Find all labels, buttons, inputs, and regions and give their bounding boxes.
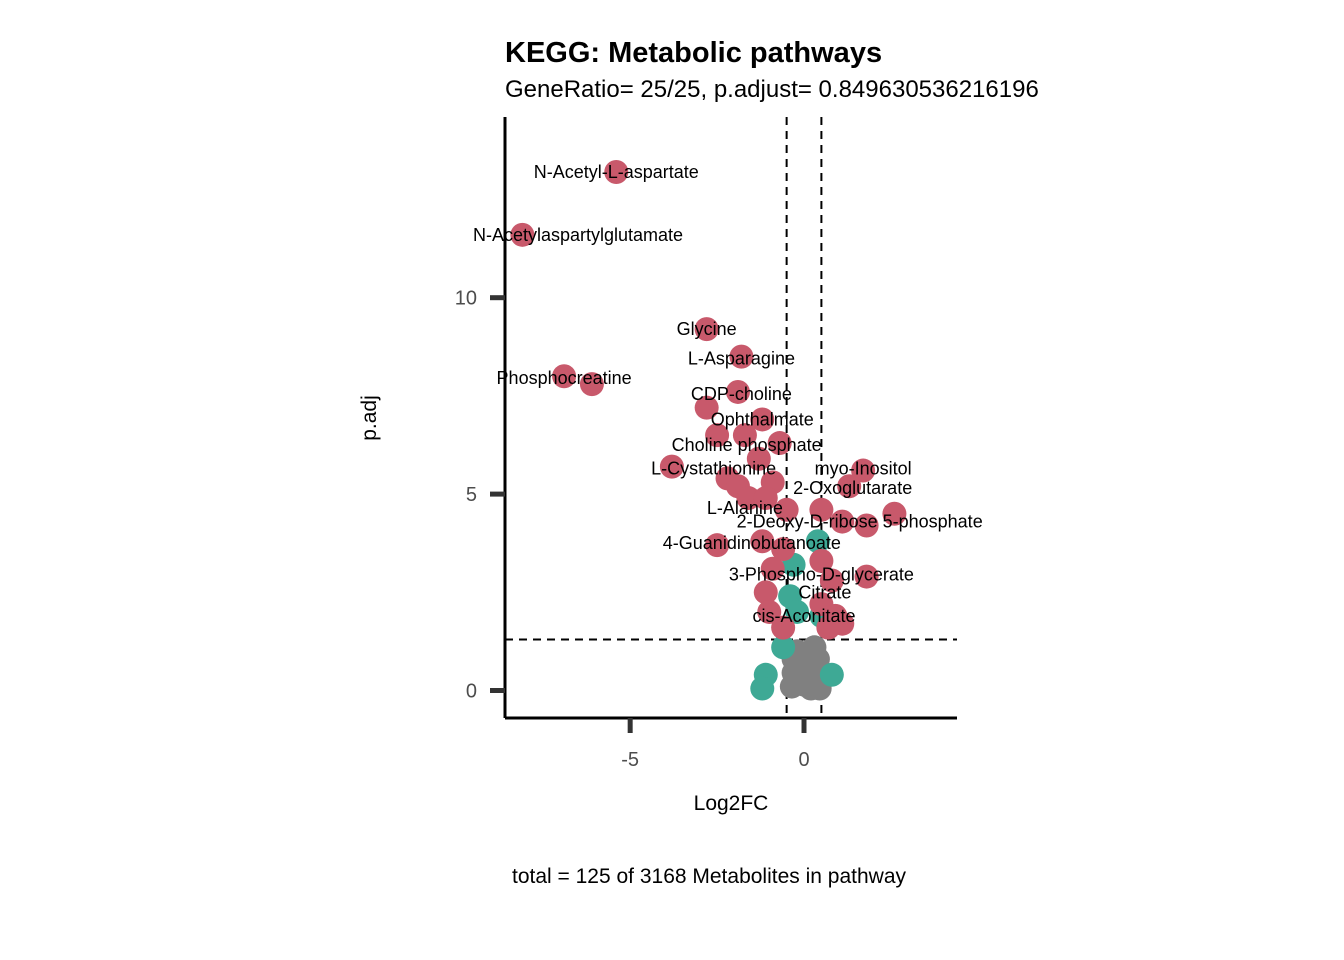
point-fc-only [805,529,830,554]
point-significant [767,431,792,456]
point-significant [851,458,876,483]
point-significant [760,556,785,581]
point-significant [809,497,834,522]
point-significant [854,513,879,538]
point-fc-only [771,635,796,660]
y-tick-label: 0 [466,681,477,703]
point-fc-only [785,599,810,624]
point-significant [753,580,778,605]
point-label: cis-Aconitate [752,606,855,626]
x-axis-title: Log2FC [694,792,769,815]
point-significant [552,364,577,389]
point-label: Glycine [677,319,737,339]
y-tick-label: 10 [455,288,477,310]
point-significant [746,446,771,471]
point-ns [779,674,804,699]
point-significant [854,564,879,589]
point-significant [809,548,834,573]
point-significant [753,486,778,511]
x-tick-label: -5 [621,749,639,771]
point-label: CDP-choline [691,384,792,404]
point-significant [705,533,730,558]
point-significant [659,454,684,479]
point-significant [694,317,719,342]
point-significant [694,395,719,420]
point-label: N-Acetyl-L-aspartate [534,162,699,182]
point-significant [725,379,750,404]
point-label: L-Asparagine [688,349,795,369]
point-significant [604,159,629,184]
point-fc-only [750,676,775,701]
point-significant [736,486,761,511]
point-label: N-Acetylaspartylglutamate [473,225,683,245]
point-significant [774,497,799,522]
point-significant [510,222,535,247]
y-tick-label: 5 [466,484,477,506]
point-significant [837,474,862,499]
x-tick-label: 0 [798,749,809,771]
point-significant [882,501,907,526]
point-label: Citrate [798,582,851,602]
chart-title: KEGG: Metabolic pathways [505,37,882,69]
point-significant [750,407,775,432]
point-fc-only [819,662,844,687]
point-significant [771,537,796,562]
point-label: myo-Inositol [815,459,912,479]
point-label: 2-Deoxy-D-ribose 5-phosphate [737,512,983,532]
y-axis-title: p.adj [358,395,381,441]
point-label: 2-Oxoglutarate [793,478,912,498]
point-significant [771,615,796,640]
point-label: 4-Guanidinobutanoate [663,533,841,553]
point-significant [750,529,775,554]
chart-subtitle: GeneRatio= 25/25, p.adjust= 0.8496305362… [505,76,1039,103]
point-significant [705,423,730,448]
point-significant [819,568,844,593]
point-significant [579,372,604,397]
point-significant [816,615,841,640]
plot-area: N-Acetyl-L-aspartate N-Acetylaspartylglut… [455,117,983,771]
point-label: L-Alanine [707,498,783,518]
point-label: 3-Phospho-D-glycerate [729,565,914,585]
point-significant [729,344,754,369]
point-label: Choline phosphate [672,435,822,455]
point-label: L-Cystathionine [651,459,776,479]
point-label: Phosphocreatine [497,368,632,388]
point-label: Ophthalmate [711,409,814,429]
point-significant [830,509,855,534]
point-significant [732,423,757,448]
chart-caption: total = 125 of 3168 Metabolites in pathw… [512,865,907,888]
point-significant [757,599,782,624]
